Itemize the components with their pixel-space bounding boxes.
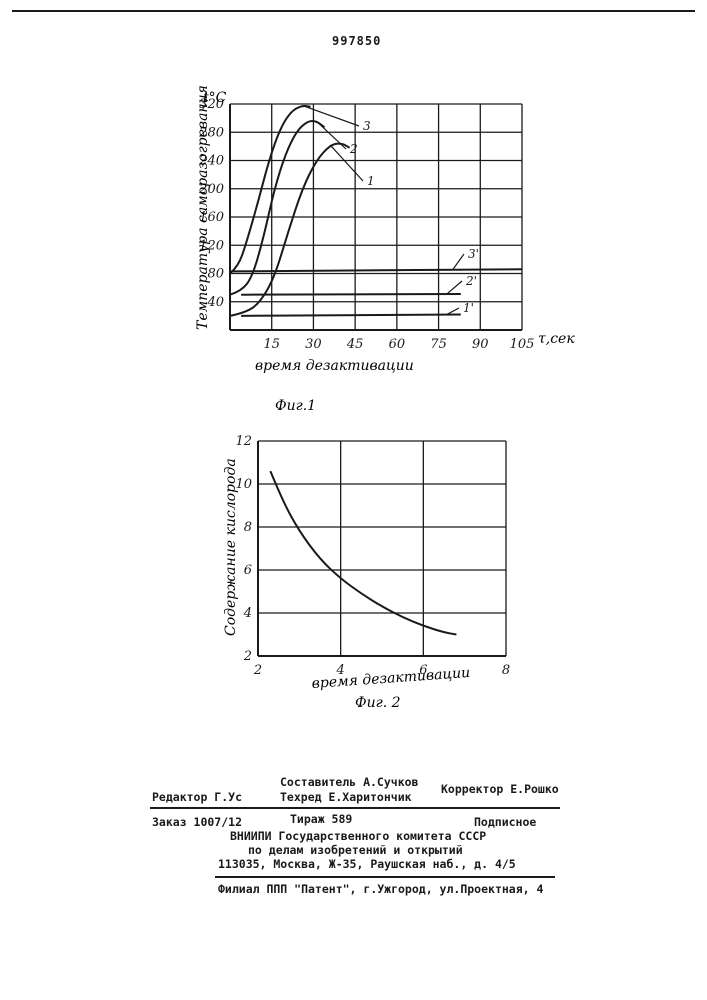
- x-tick-label: 45: [346, 337, 364, 352]
- x-tick-label: 15: [263, 337, 280, 352]
- series-line: [230, 269, 522, 271]
- figure1-ylabel: Температура саморазогревания: [195, 85, 211, 330]
- figure1-caption: Фиг.1: [275, 398, 316, 414]
- org-line-1: ВНИИПИ Государственного комитета СССР: [230, 829, 486, 843]
- figure1-chart: 1530456075901054080120160200240280320321…: [198, 97, 534, 352]
- y-tick-label: 12: [235, 434, 252, 449]
- corrector-line: Корректор Е.Рошко: [441, 782, 559, 796]
- series-line: [241, 314, 461, 315]
- series-line: [230, 144, 350, 316]
- compiler-line: Составитель А.Сучков: [280, 775, 418, 789]
- figure1-xlabel: время дезактивации: [255, 358, 414, 374]
- figure2-ylabel: Содержание кислорода: [223, 458, 239, 636]
- subscription-line: Подписное: [474, 815, 536, 829]
- series-label: 2: [349, 142, 358, 156]
- y-tick-label: 4: [243, 606, 252, 621]
- address-line: 113035, Москва, Ж-35, Раушская наб., д. …: [218, 857, 516, 871]
- series-leader: [302, 105, 359, 126]
- figure2-chart: 246824681012: [235, 434, 510, 678]
- branch-line: Филиал ППП "Патент", г.Ужгород, ул.Проек…: [218, 882, 543, 896]
- y-tick-label: 8: [244, 520, 252, 535]
- y-tick-label: 6: [244, 563, 252, 578]
- series-label: 1': [463, 301, 474, 315]
- series-label: 3': [468, 247, 479, 261]
- series-leader: [330, 145, 363, 181]
- series-label: 3: [363, 119, 371, 133]
- techred-line: Техред Е.Харитончик: [280, 790, 412, 804]
- x-tick-label: 8: [502, 663, 510, 678]
- y-tick-label: 2: [243, 649, 252, 664]
- x-tick-label: 60: [389, 337, 406, 352]
- circulation-line: Тираж 589: [290, 812, 352, 826]
- series-label: 1: [367, 174, 375, 188]
- series-label: 2': [465, 274, 477, 288]
- figure2-xlabel: время дезактивации: [311, 665, 471, 692]
- x-tick-label: 75: [430, 337, 447, 352]
- footer-rule-1: [150, 807, 560, 809]
- series-line: [270, 471, 456, 634]
- order-line: Заказ 1007/12: [152, 815, 242, 829]
- x-tick-label: 30: [305, 337, 322, 352]
- series-leader: [452, 254, 464, 270]
- series-leader: [447, 281, 462, 294]
- org-line-2: по делам изобретений и открытий: [248, 843, 463, 857]
- editor-line: Редактор Г.Ус: [152, 790, 242, 804]
- series-line: [241, 294, 461, 295]
- x-tick-label: 105: [510, 337, 535, 352]
- figure1-xunit: τ,сек: [538, 331, 575, 347]
- x-tick-label: 2: [253, 663, 262, 678]
- x-tick-label: 90: [472, 337, 489, 352]
- footer-rule-2: [215, 876, 555, 878]
- figure2-caption: Фиг. 2: [355, 695, 401, 711]
